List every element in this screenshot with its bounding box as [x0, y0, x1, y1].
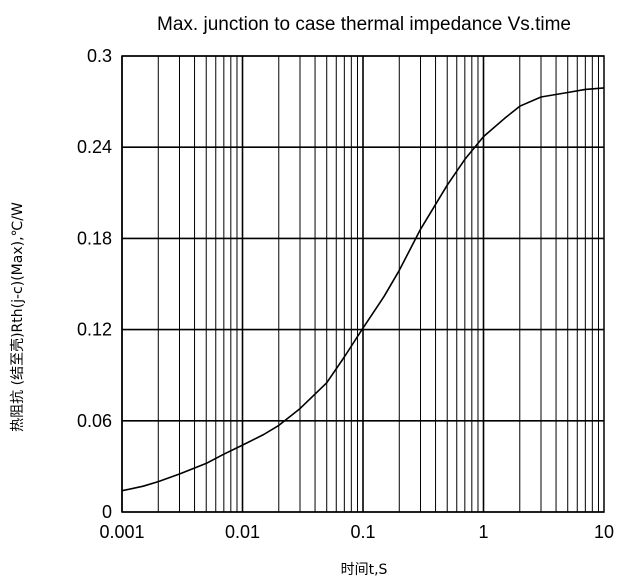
- x-axis-label: 时间t,S: [341, 562, 388, 578]
- impedance-curve: [121, 87, 605, 492]
- chart-title: Max. junction to case thermal impedance …: [157, 14, 571, 35]
- grid: [121, 55, 604, 513]
- x-tick-label: 1: [478, 522, 488, 542]
- y-axis-label: 热阻抗 (结至壳)Rth(j-c)(Max),℃/W: [9, 202, 26, 432]
- x-tick-label: 10: [594, 522, 614, 542]
- y-tick-label: 0: [102, 502, 112, 522]
- x-tick-label: 0.1: [350, 522, 375, 542]
- x-tick-label: 0.001: [99, 522, 144, 542]
- tick-labels: 0 0.06 0.12 0.18 0.24 0.3 0.001 0.01 0.1 1 10: [77, 46, 614, 542]
- y-tick-label: 0.3: [87, 46, 112, 66]
- data-series: [121, 87, 605, 492]
- y-tick-label: 0.18: [77, 228, 112, 248]
- y-tick-label: 0.24: [77, 137, 112, 157]
- y-tick-label: 0.12: [77, 320, 112, 340]
- y-tick-label: 0.06: [77, 411, 112, 431]
- x-tick-label: 0.01: [225, 522, 260, 542]
- plot-frame: [121, 55, 605, 513]
